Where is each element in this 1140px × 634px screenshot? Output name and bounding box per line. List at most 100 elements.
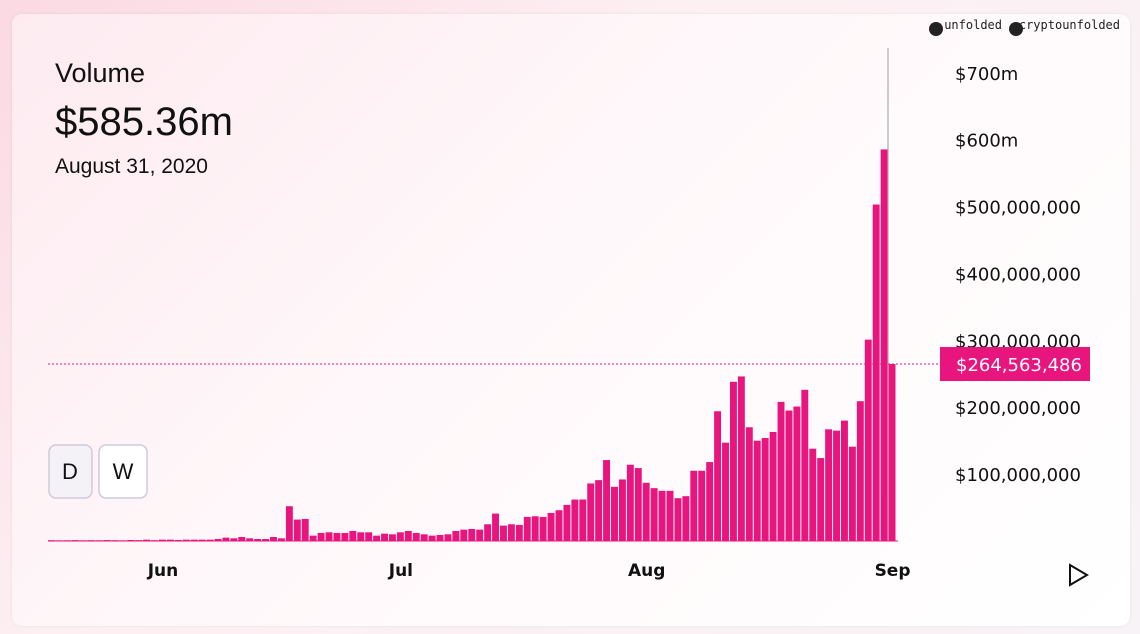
bar xyxy=(539,516,547,541)
bar xyxy=(682,496,690,541)
x-tick-label: Jun xyxy=(147,561,179,581)
bar xyxy=(515,524,523,541)
bar xyxy=(349,530,357,541)
twitter-icon xyxy=(1009,22,1023,36)
bar xyxy=(301,518,309,541)
bar xyxy=(690,470,698,541)
bar xyxy=(737,376,745,541)
bar xyxy=(317,532,325,541)
highlight-box xyxy=(940,347,1090,382)
bar xyxy=(381,533,388,541)
bar xyxy=(63,540,71,541)
bar xyxy=(365,532,373,541)
bar xyxy=(769,431,777,541)
bar xyxy=(285,506,293,541)
button-day[interactable] xyxy=(48,444,93,499)
bar xyxy=(214,538,222,541)
button-day-label[interactable]: D xyxy=(62,459,78,484)
bar xyxy=(650,488,658,541)
bar xyxy=(817,458,825,541)
bar xyxy=(412,532,420,541)
bar xyxy=(119,540,127,541)
bar xyxy=(507,524,515,541)
y-tick-label: $500,000,000 xyxy=(955,198,1081,219)
bar xyxy=(674,498,682,541)
bar xyxy=(166,539,174,541)
button-week[interactable] xyxy=(98,444,148,499)
bar xyxy=(333,532,341,541)
bar xyxy=(222,537,230,541)
bar xyxy=(777,401,785,541)
bar xyxy=(555,510,563,541)
bar xyxy=(476,529,484,541)
bar xyxy=(325,532,333,541)
bar xyxy=(595,480,603,541)
bar xyxy=(428,535,436,541)
bar xyxy=(206,539,214,541)
y-tick-label: $700m xyxy=(955,64,1018,85)
bar xyxy=(793,406,801,541)
bar xyxy=(531,516,539,541)
bar xyxy=(452,530,460,541)
play-button[interactable] xyxy=(1069,563,1089,587)
bar xyxy=(547,512,555,541)
bar xyxy=(833,430,840,541)
bar xyxy=(143,539,151,541)
bar xyxy=(706,462,714,541)
bar xyxy=(722,442,729,541)
bar xyxy=(159,539,166,541)
bar xyxy=(48,540,55,541)
telegram-icon xyxy=(929,22,943,36)
bar xyxy=(825,429,833,541)
bar xyxy=(785,410,793,541)
bar xyxy=(872,204,880,541)
bar xyxy=(262,538,270,541)
bar xyxy=(856,401,864,541)
bar xyxy=(420,534,428,541)
bar xyxy=(404,530,412,541)
bar xyxy=(634,468,642,541)
bar xyxy=(246,538,254,541)
bar xyxy=(500,525,507,541)
bar xyxy=(888,364,896,541)
bar xyxy=(135,540,143,541)
bar xyxy=(238,536,246,541)
bar xyxy=(523,516,531,541)
x-tick-label: Aug xyxy=(628,561,665,581)
y-tick-label: $600m xyxy=(955,131,1018,152)
bar xyxy=(666,490,674,541)
bar xyxy=(373,535,381,541)
bar xyxy=(151,540,159,541)
brand-telegram: unfolded xyxy=(944,18,1002,32)
bar xyxy=(103,540,111,541)
bar xyxy=(111,540,119,541)
bar xyxy=(864,339,872,541)
bar xyxy=(571,499,579,541)
bar xyxy=(79,540,87,541)
bar xyxy=(436,534,444,541)
x-tick-label: Sep xyxy=(875,561,911,581)
bar xyxy=(254,538,262,541)
bar xyxy=(396,532,404,541)
bar xyxy=(618,479,626,541)
bar xyxy=(587,483,595,541)
bar xyxy=(460,529,468,541)
bar xyxy=(71,540,79,541)
bar xyxy=(309,535,317,541)
bar xyxy=(714,411,722,541)
bar xyxy=(848,446,856,541)
bar xyxy=(270,536,277,541)
brand-twitter: cryptounfolded xyxy=(1019,18,1120,32)
bar xyxy=(698,470,706,541)
chart-title: Volume xyxy=(55,58,145,88)
bar xyxy=(357,532,365,541)
bar xyxy=(127,539,135,541)
bar xyxy=(230,538,238,541)
y-tick-label: $400,000,000 xyxy=(955,264,1081,285)
button-week-label[interactable]: W xyxy=(113,459,134,484)
bar xyxy=(745,427,753,541)
bar xyxy=(761,437,769,541)
headline-value: $585.36m xyxy=(55,100,233,144)
bar xyxy=(880,149,888,541)
